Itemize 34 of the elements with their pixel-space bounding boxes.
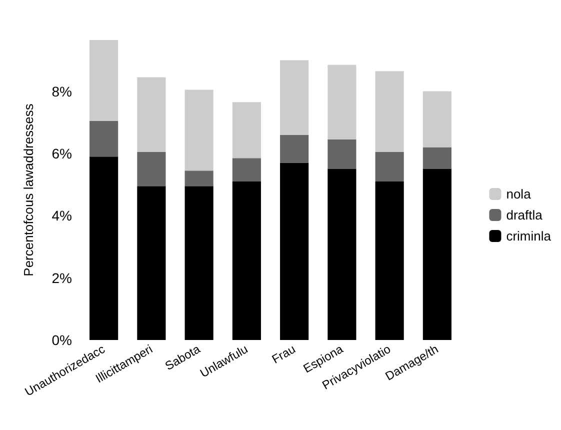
bar (422, 91, 452, 148)
bar (232, 158, 261, 182)
bar (328, 169, 356, 340)
legend-label: draftla (506, 208, 544, 222)
legend-label: nola (506, 186, 532, 202)
bar (422, 147, 452, 170)
bar (137, 152, 166, 186)
y-tick-label: 0% (52, 332, 72, 348)
bar (375, 71, 404, 152)
bar (90, 120, 118, 157)
bar (90, 156, 118, 340)
legend-label: criminla (506, 228, 552, 244)
x-tick-label: Frau (269, 342, 298, 366)
bar (328, 64, 356, 140)
bar (90, 40, 118, 121)
bar (422, 169, 452, 340)
bar (137, 77, 166, 152)
bar (280, 134, 309, 163)
bar (232, 181, 261, 340)
bar (184, 170, 214, 186)
y-tick-label: 4% (52, 208, 72, 224)
bar (375, 181, 404, 340)
bar (280, 162, 309, 340)
y-tick-label: 8% (52, 83, 72, 100)
bar (184, 90, 214, 171)
y-tick-label: 2% (52, 270, 72, 286)
bar (137, 186, 166, 340)
bar (232, 102, 261, 158)
bar (375, 152, 404, 182)
bar (328, 139, 356, 170)
y-tick-label: 6% (52, 145, 72, 162)
y-axis-title: Percentofcous lawaddressess (21, 103, 36, 276)
bar (280, 60, 309, 135)
bar (184, 186, 214, 340)
